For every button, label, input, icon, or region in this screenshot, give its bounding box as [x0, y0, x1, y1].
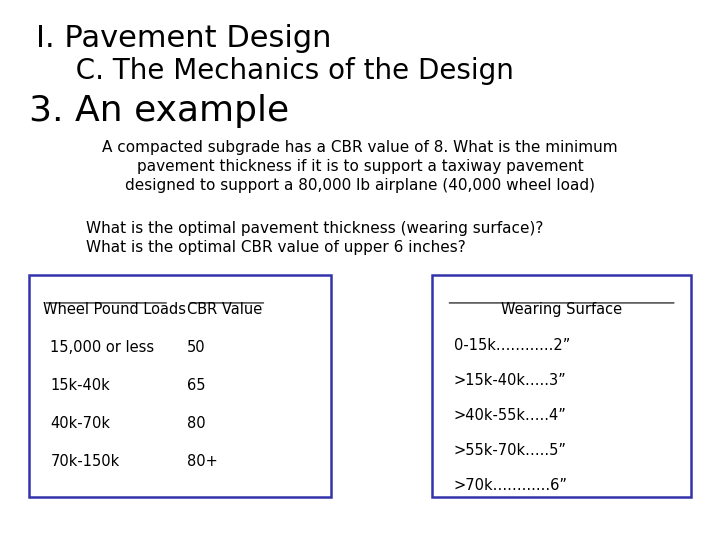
Text: I. Pavement Design: I. Pavement Design: [36, 24, 331, 53]
Text: Wheel Pound Loads: Wheel Pound Loads: [43, 302, 186, 318]
Text: What is the optimal CBR value of upper 6 inches?: What is the optimal CBR value of upper 6…: [86, 240, 466, 255]
Text: >70k……......6”: >70k……......6”: [454, 478, 567, 493]
Text: What is the optimal pavement thickness (wearing surface)?: What is the optimal pavement thickness (…: [86, 221, 544, 237]
Text: >40k-55k…..4”: >40k-55k…..4”: [454, 408, 567, 423]
Text: 15k-40k: 15k-40k: [50, 378, 110, 393]
Text: >55k-70k…..5”: >55k-70k…..5”: [454, 443, 567, 458]
Text: pavement thickness if it is to support a taxiway pavement: pavement thickness if it is to support a…: [137, 159, 583, 174]
Text: 50: 50: [187, 340, 206, 355]
Text: 70k-150k: 70k-150k: [50, 454, 120, 469]
Text: 80+: 80+: [187, 454, 218, 469]
Text: 80: 80: [187, 416, 206, 431]
Text: 3. An example: 3. An example: [29, 94, 289, 129]
Text: C. The Mechanics of the Design: C. The Mechanics of the Design: [58, 57, 513, 85]
Text: 40k-70k: 40k-70k: [50, 416, 110, 431]
Text: Wearing Surface: Wearing Surface: [501, 302, 622, 318]
Text: A compacted subgrade has a CBR value of 8. What is the minimum: A compacted subgrade has a CBR value of …: [102, 140, 618, 156]
Text: 15,000 or less: 15,000 or less: [50, 340, 155, 355]
FancyBboxPatch shape: [432, 275, 691, 497]
FancyBboxPatch shape: [29, 275, 331, 497]
Text: designed to support a 80,000 lb airplane (40,000 wheel load): designed to support a 80,000 lb airplane…: [125, 178, 595, 193]
Text: 0-15k……......2”: 0-15k……......2”: [454, 338, 570, 353]
Text: >15k-40k…..3”: >15k-40k…..3”: [454, 373, 567, 388]
Text: 65: 65: [187, 378, 206, 393]
Text: CBR Value: CBR Value: [187, 302, 263, 318]
